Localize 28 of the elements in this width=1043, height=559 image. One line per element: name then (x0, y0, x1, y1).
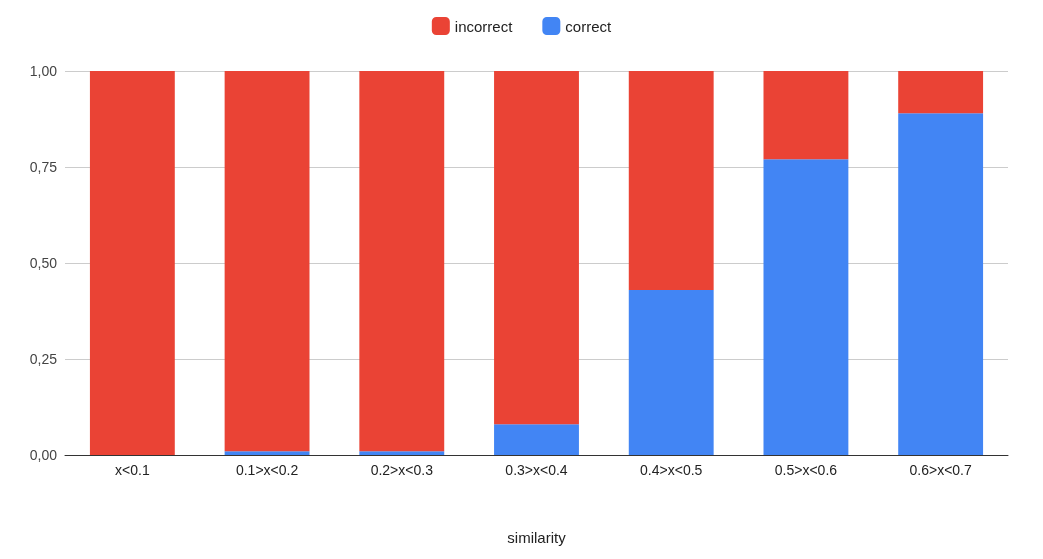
bar (494, 71, 579, 425)
bar (359, 71, 445, 452)
bar (224, 71, 310, 452)
x-tick-label: 0.6>x<0.7 (909, 462, 972, 478)
bar (494, 424, 579, 455)
y-tick-label: 1,00 (29, 63, 58, 79)
bar (898, 71, 984, 114)
x-tick-label: 0.2>x<0.3 (370, 462, 434, 478)
y-tick-label: 0,75 (29, 159, 58, 175)
x-tick-label: 0.4>x<0.5 (640, 462, 703, 478)
y-tick-label: 0,00 (29, 447, 58, 463)
y-tick-label: 0,25 (29, 351, 58, 367)
x-axis-title: similarity (507, 529, 567, 546)
bar (898, 113, 984, 455)
legend-label: incorrect (454, 17, 514, 35)
legend-label: correct (565, 17, 613, 35)
x-tick-label: x<0.1 (115, 462, 150, 478)
bar (359, 451, 445, 455)
x-tick-label: 0.3>x<0.4 (505, 462, 568, 478)
bar (628, 71, 714, 290)
bar (628, 289, 714, 455)
bar (89, 71, 175, 455)
x-tick-label: 0.5>x<0.6 (774, 462, 838, 478)
bar (224, 451, 310, 455)
bar (763, 71, 849, 160)
x-tick-label: 0.1>x<0.2 (235, 462, 299, 478)
y-tick-label: 0,50 (29, 255, 58, 271)
bar (763, 159, 849, 455)
